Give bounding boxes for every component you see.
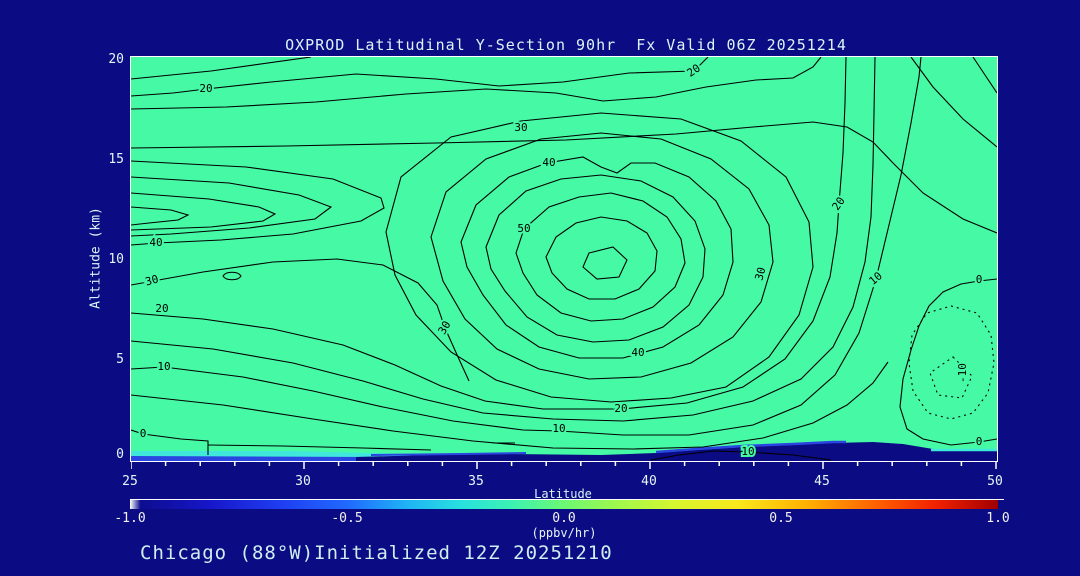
contour-value-label: 0 <box>976 273 983 286</box>
y-tick-label: 20 <box>108 52 124 67</box>
y-tick-label: 10 <box>108 252 124 267</box>
contour-value-label: 0 <box>976 435 983 448</box>
contour-value-label: 40 <box>631 346 644 359</box>
y-tick-label: 0 <box>116 447 124 462</box>
contour-value-label: 40 <box>542 156 555 169</box>
contour-value-label: 30 <box>753 266 769 282</box>
y-tick-label: 15 <box>108 152 124 167</box>
colorbar-tick-label: -1.0 <box>114 511 146 526</box>
x-tick-label: 30 <box>295 474 311 489</box>
colorbar-tick-label: 1.0 <box>986 511 1010 526</box>
contour-value-label: 10 <box>741 445 754 458</box>
x-tick-label: 40 <box>641 474 657 489</box>
contour-value-label: 20 <box>155 302 168 315</box>
x-tick-label: 35 <box>468 474 484 489</box>
contour-lines <box>131 57 997 461</box>
colorbar-tick-label: 0.0 <box>552 511 576 526</box>
colorbar-tick-label: 0.5 <box>769 511 793 526</box>
contour-value-label: 20 <box>199 82 212 95</box>
plot-fill <box>131 57 997 461</box>
contour-value-label: -10 <box>956 363 969 383</box>
colorbar-gradient <box>130 500 998 509</box>
plot-area: 20 20 30 40 50 40 30 20 10 0 30 40 20 10 20 30 10 0 10 0 -10 <box>130 56 998 462</box>
x-tick-label: 45 <box>814 474 830 489</box>
x-axis-label: Latitude <box>534 487 592 501</box>
caption-station-init: Chicago (88°W)Initialized 12Z 20251210 <box>140 542 613 564</box>
x-axis-tickmarks <box>131 462 997 469</box>
contour-value-label: 20 <box>614 402 627 415</box>
y-tick-label: 5 <box>116 352 124 367</box>
surface-negative-strips <box>131 440 997 461</box>
contour-value-label: 30 <box>144 273 160 289</box>
contour-value-label: 10 <box>552 422 565 435</box>
colorbar-tick-label: -0.5 <box>331 511 363 526</box>
colorbar-top-line <box>130 499 1004 500</box>
x-tick-label: 25 <box>122 474 138 489</box>
colorbar-units-label: (ppbv/hr) <box>531 526 597 540</box>
chart-title: OXPROD Latitudinal Y-Section 90hr Fx Val… <box>285 36 847 54</box>
x-tick-label: 50 <box>987 474 1003 489</box>
contour-value-label: 0 <box>140 427 147 440</box>
contour-value-label: 50 <box>517 222 530 235</box>
contour-value-label: 40 <box>149 236 162 249</box>
contour-value-label: 30 <box>514 121 527 134</box>
contour-value-label: 10 <box>157 360 170 373</box>
